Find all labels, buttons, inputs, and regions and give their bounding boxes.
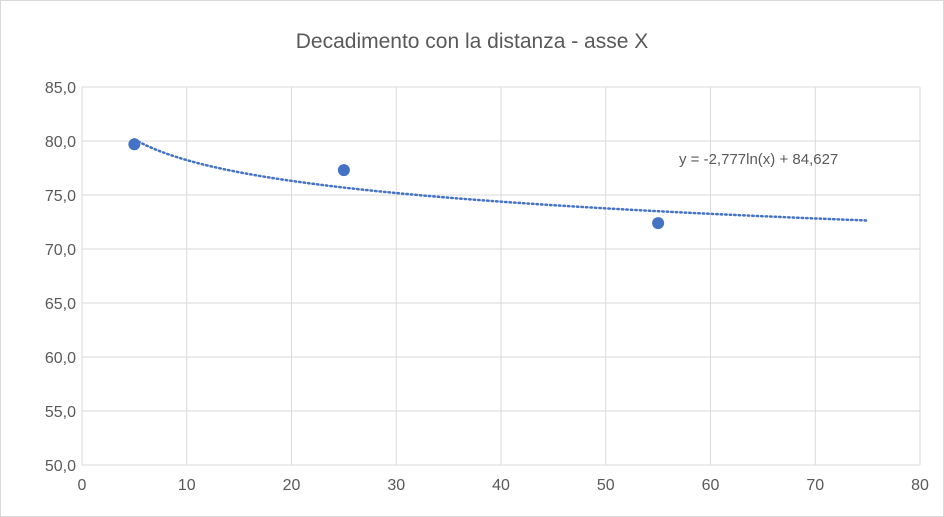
trendline-group	[133, 138, 869, 222]
y-axis-ticks: 50,0 55,0 60,0 65,0 70,0 75,0 80,0 85,0	[45, 80, 76, 475]
y-tick-label: 65,0	[45, 296, 76, 313]
x-axis-ticks: 0 10 20 30 40 50 60 70 80	[78, 477, 929, 494]
y-tick-label: 50,0	[45, 458, 76, 475]
y-tick-label: 70,0	[45, 242, 76, 259]
x-tick-label: 60	[702, 477, 720, 494]
y-tick-label: 60,0	[45, 350, 76, 367]
data-point	[652, 217, 665, 230]
x-tick-label: 70	[806, 477, 824, 494]
data-points	[128, 138, 665, 230]
x-tick-label: 40	[492, 477, 510, 494]
trendline	[133, 138, 869, 222]
x-tick-label: 50	[597, 477, 615, 494]
y-tick-label: 80,0	[45, 134, 76, 151]
x-tick-label: 10	[178, 477, 196, 494]
x-tick-label: 30	[387, 477, 405, 494]
y-tick-label: 85,0	[45, 80, 76, 97]
y-tick-label: 75,0	[45, 188, 76, 205]
x-tick-label: 0	[78, 477, 87, 494]
data-point	[128, 138, 141, 151]
gridlines	[81, 86, 921, 466]
data-point	[337, 164, 350, 177]
x-tick-label: 80	[911, 477, 929, 494]
chart-title: Decadimento con la distanza - asse X	[295, 30, 649, 53]
y-tick-label: 55,0	[45, 404, 76, 421]
x-tick-label: 20	[283, 477, 301, 494]
trendline-equation: y = -2,777ln(x) + 84,627	[679, 151, 838, 168]
